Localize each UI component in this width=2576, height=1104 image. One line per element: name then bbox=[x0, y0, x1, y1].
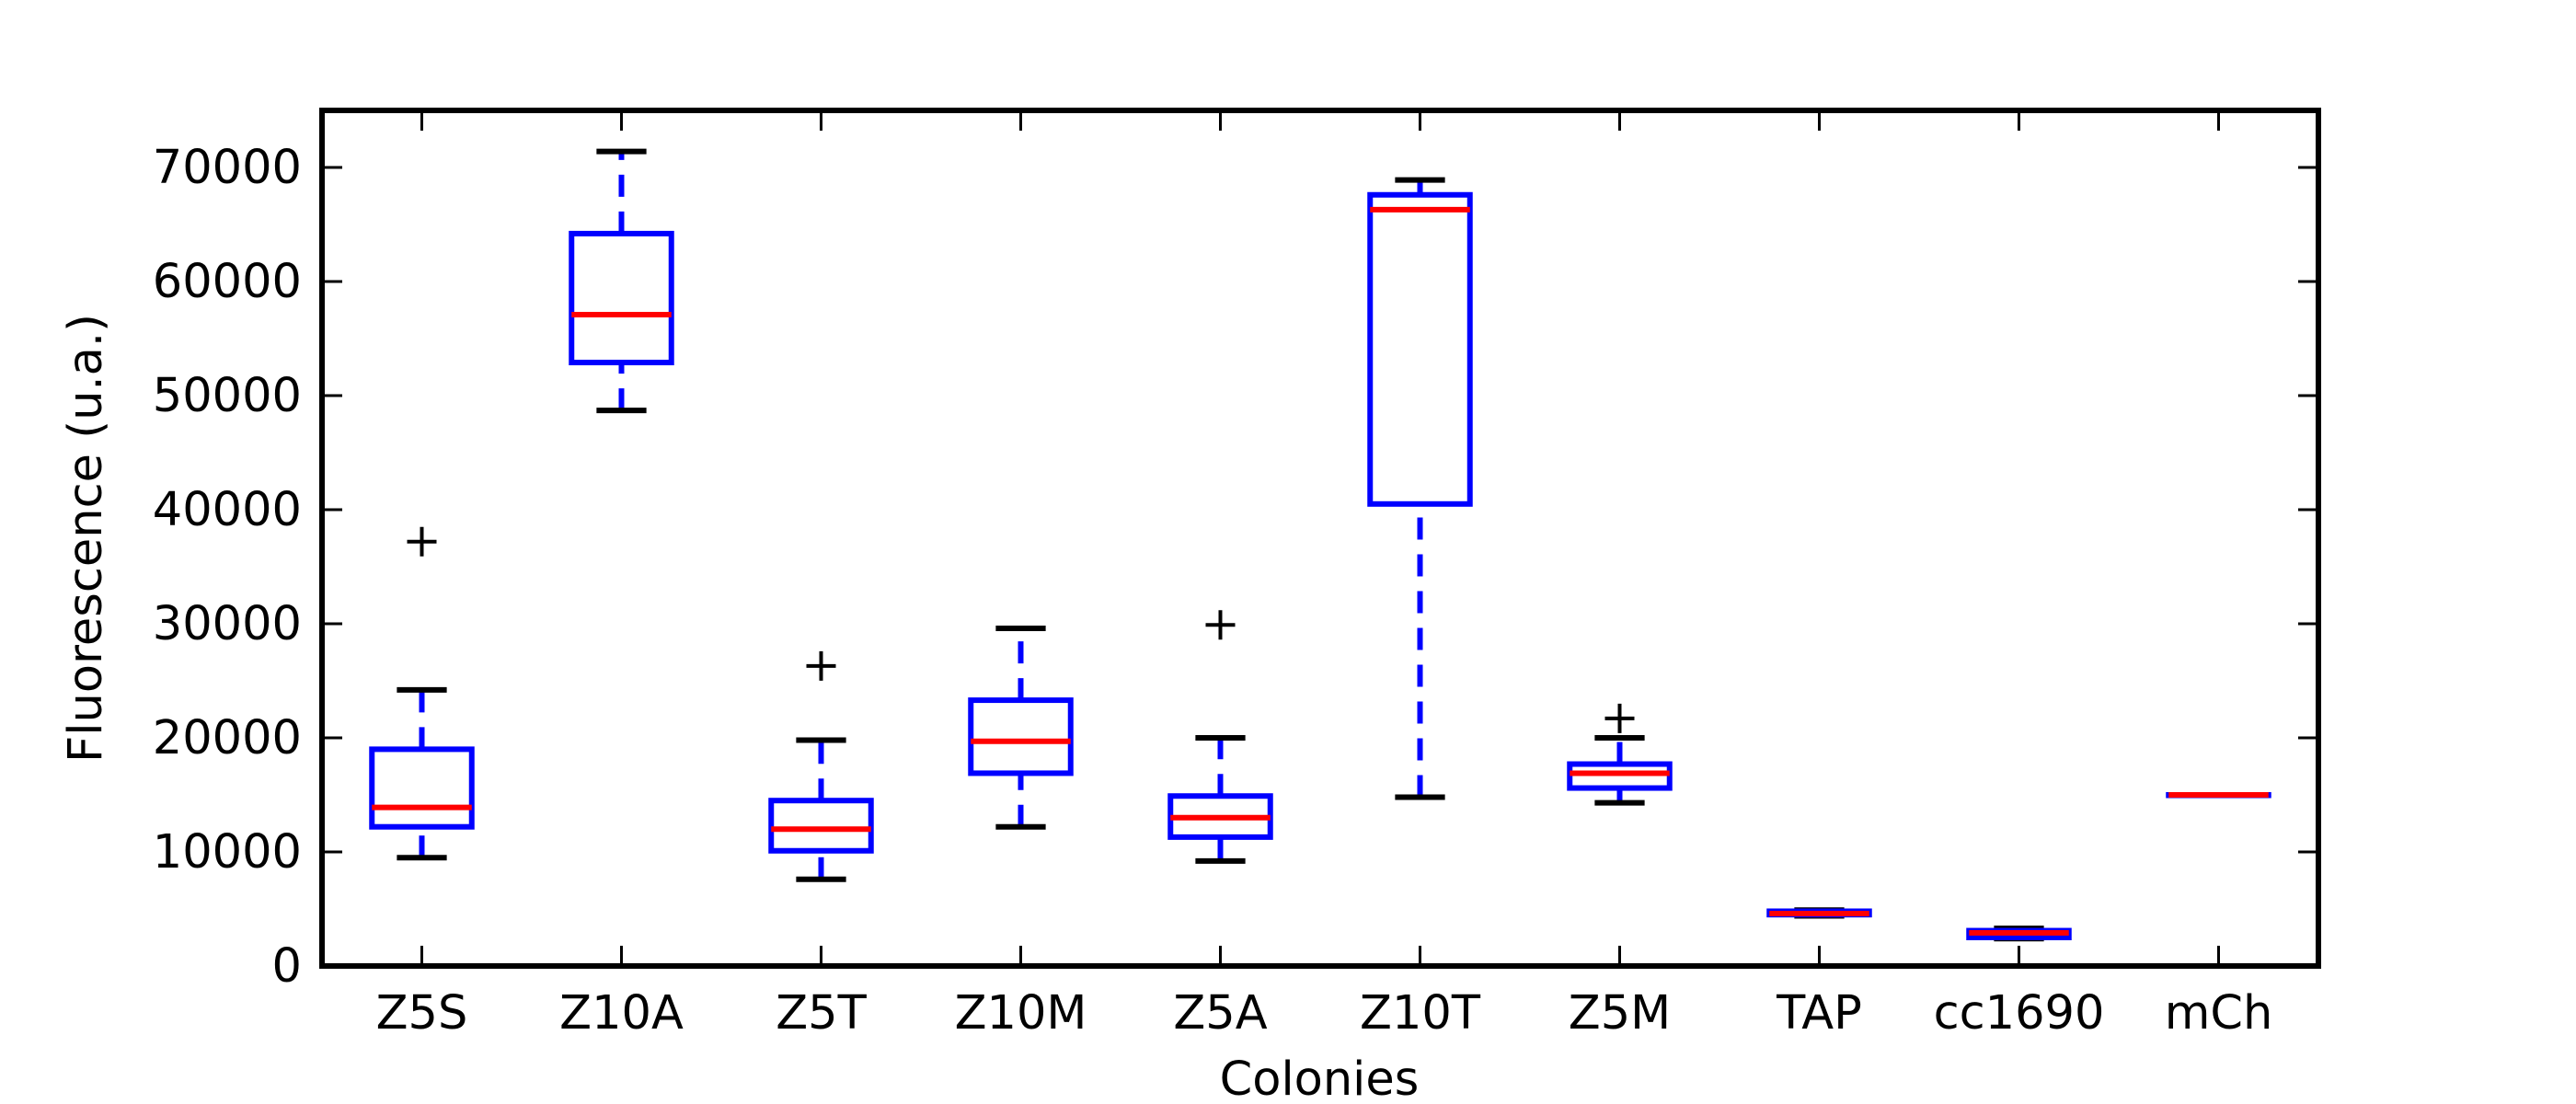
x-axis-label: Colonies bbox=[1220, 1052, 1420, 1104]
plot-frame bbox=[319, 108, 2321, 969]
box bbox=[1567, 761, 1673, 791]
box bbox=[968, 697, 1074, 776]
box-group-Z10T bbox=[1367, 177, 1473, 800]
box-group-Z10A bbox=[569, 148, 674, 414]
x-tick-label: Z10T bbox=[1360, 986, 1481, 1041]
box bbox=[569, 230, 674, 366]
outlier-point bbox=[1205, 610, 1236, 640]
box-group-cc1690 bbox=[1966, 926, 2072, 942]
box-group-Z5M bbox=[1567, 703, 1673, 806]
x-tick-label: Z10M bbox=[955, 986, 1087, 1041]
y-tick-label: 30000 bbox=[153, 597, 302, 651]
y-tick-label: 10000 bbox=[153, 825, 302, 880]
x-tick-label: mCh bbox=[2165, 986, 2273, 1041]
x-tick-label: TAP bbox=[1776, 986, 1862, 1041]
plot-marks bbox=[369, 148, 2271, 942]
x-tick-label: cc1690 bbox=[1934, 986, 2105, 1041]
axes: 0 10000 20000 30000 40000 50000 60000 70000 Z5S Z… bbox=[153, 108, 2321, 1041]
x-tick-label: Z10A bbox=[559, 986, 684, 1041]
y-tick-label: 40000 bbox=[153, 483, 302, 537]
outlier-point bbox=[1604, 703, 1635, 733]
x-tick-label: Z5S bbox=[376, 986, 468, 1041]
box-group-Z5A bbox=[1167, 610, 1273, 864]
box bbox=[768, 798, 874, 854]
y-tick-label: 20000 bbox=[153, 711, 302, 765]
outlier-point bbox=[407, 526, 437, 557]
x-tick-label: Z5T bbox=[776, 986, 867, 1041]
y-axis-label: Fluorescence (u.a.) bbox=[59, 314, 113, 763]
box bbox=[1367, 191, 1473, 507]
x-tick-label: Z5M bbox=[1569, 986, 1671, 1041]
y-tick-label: 50000 bbox=[153, 369, 302, 423]
y-tick-label: 60000 bbox=[153, 255, 302, 309]
box bbox=[369, 746, 475, 830]
y-tick-label: 0 bbox=[272, 939, 302, 994]
box-group-TAP bbox=[1766, 907, 1872, 919]
x-tick-label: Z5A bbox=[1173, 986, 1267, 1041]
box-group-Z5S bbox=[369, 526, 475, 861]
box-group-mCh bbox=[2166, 792, 2271, 799]
outlier-point bbox=[806, 650, 836, 681]
y-tick-label: 70000 bbox=[153, 141, 302, 195]
box-group-Z5T bbox=[768, 650, 874, 882]
box-group-Z10M bbox=[968, 625, 1074, 830]
